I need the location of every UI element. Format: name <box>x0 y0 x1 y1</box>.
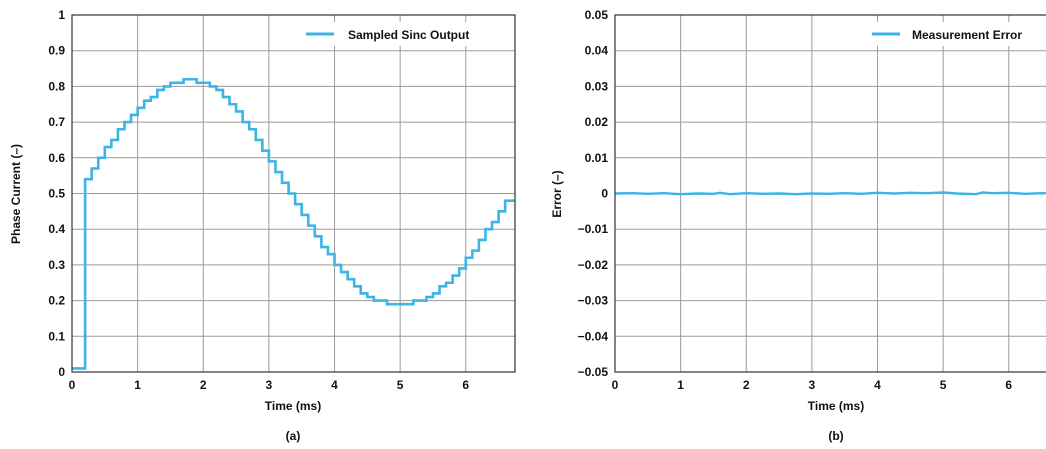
panel-a-legend: Sampled Sinc Output <box>298 22 510 46</box>
panel-a-chart: 0 0.1 0.2 0.3 0.4 0.5 0.6 0.7 0.8 0.9 1 0 1 2 3 4 5 6 Ti… <box>9 8 516 443</box>
panel-b-y-tick-label: −0.04 <box>578 329 609 343</box>
panel-b-y-tick-label: 0 <box>601 187 608 201</box>
panel-a-y-tick-label: 0.3 <box>48 258 65 272</box>
panel-a-y-ticks: 0 0.1 0.2 0.3 0.4 0.5 0.6 0.7 0.8 0.9 1 <box>48 8 65 379</box>
panel-b-caption: (b) <box>828 429 843 443</box>
panel-a-x-tick-label: 5 <box>397 378 404 392</box>
panel-b-y-tick-label: 0.03 <box>585 79 609 93</box>
panel-a-y-tick-label: 0.4 <box>48 222 65 236</box>
panel-b-x-tick-label: 1 <box>677 378 684 392</box>
panel-b-x-ticks: 0 1 2 3 4 5 6 <box>612 378 1013 392</box>
panel-b-y-tick-label: 0.01 <box>585 151 609 165</box>
panel-a-series <box>72 77 515 370</box>
panel-a-y-tick-label: 0.5 <box>48 187 65 201</box>
panel-a-x-tick-label: 0 <box>69 378 76 392</box>
panel-a-y-tick-label: 0.7 <box>48 115 65 129</box>
panel-a-x-ticks: 0 1 2 3 4 5 6 <box>69 378 470 392</box>
panel-a-x-axis-label: Time (ms) <box>265 399 321 413</box>
panel-a-y-tick-label: 0.8 <box>48 79 65 93</box>
panel-b-y-ticks: −0.05 −0.04 −0.03 −0.02 −0.01 0 0.01 0.02 0.03 0.… <box>578 8 609 379</box>
panel-b-y-axis-label: Error (–) <box>550 170 564 217</box>
panel-b-chart: −0.05 −0.04 −0.03 −0.02 −0.01 0 0.01 0.02 0.03 0.… <box>550 8 1046 443</box>
panel-b-legend-label: Measurement Error <box>912 28 1022 42</box>
panel-b-x-tick-label: 2 <box>743 378 750 392</box>
panel-b-y-tick-label: −0.02 <box>578 258 609 272</box>
panel-a-y-tick-label: 0 <box>58 365 65 379</box>
panel-a-legend-label: Sampled Sinc Output <box>348 28 469 42</box>
panel-b-series <box>614 191 1046 196</box>
panel-b-x-tick-label: 0 <box>612 378 619 392</box>
panel-a-y-tick-label: 0.2 <box>48 294 65 308</box>
panel-a-x-tick-label: 1 <box>134 378 141 392</box>
panel-b-legend: Measurement Error <box>866 22 1046 46</box>
panel-b-x-tick-label: 5 <box>940 378 947 392</box>
panel-b-x-tick-label: 3 <box>809 378 816 392</box>
panel-b-y-tick-label: −0.01 <box>578 222 609 236</box>
panel-b-x-tick-label: 4 <box>874 378 881 392</box>
panel-b-y-tick-label: 0.05 <box>585 8 609 22</box>
panel-a-y-tick-label: 0.1 <box>48 329 65 343</box>
panel-a-x-tick-label: 2 <box>200 378 207 392</box>
panel-a-x-tick-label: 3 <box>266 378 273 392</box>
panel-b-x-axis-label: Time (ms) <box>808 399 864 413</box>
panel-a-series-line-0 <box>72 77 515 370</box>
panel-a-y-tick-label: 0.6 <box>48 151 65 165</box>
panel-a-x-tick-label: 4 <box>331 378 338 392</box>
panel-b-y-tick-label: −0.05 <box>578 365 609 379</box>
panel-b-y-tick-label: 0.04 <box>585 44 609 58</box>
panel-b-series-line-0 <box>614 191 1046 196</box>
panel-a-y-tick-label: 0.9 <box>48 44 65 58</box>
panel-a-caption: (a) <box>286 429 301 443</box>
panel-a-y-tick-label: 1 <box>58 8 65 22</box>
panel-b-y-tick-label: 0.02 <box>585 115 609 129</box>
panel-a-y-axis-label: Phase Current (–) <box>9 144 23 244</box>
panel-a-x-tick-label: 6 <box>462 378 469 392</box>
panel-b-x-tick-label: 6 <box>1005 378 1012 392</box>
panel-b-plot-frame <box>614 14 1046 373</box>
panel-b-y-tick-label: −0.03 <box>578 294 609 308</box>
panel-a-plot-frame <box>71 14 516 373</box>
